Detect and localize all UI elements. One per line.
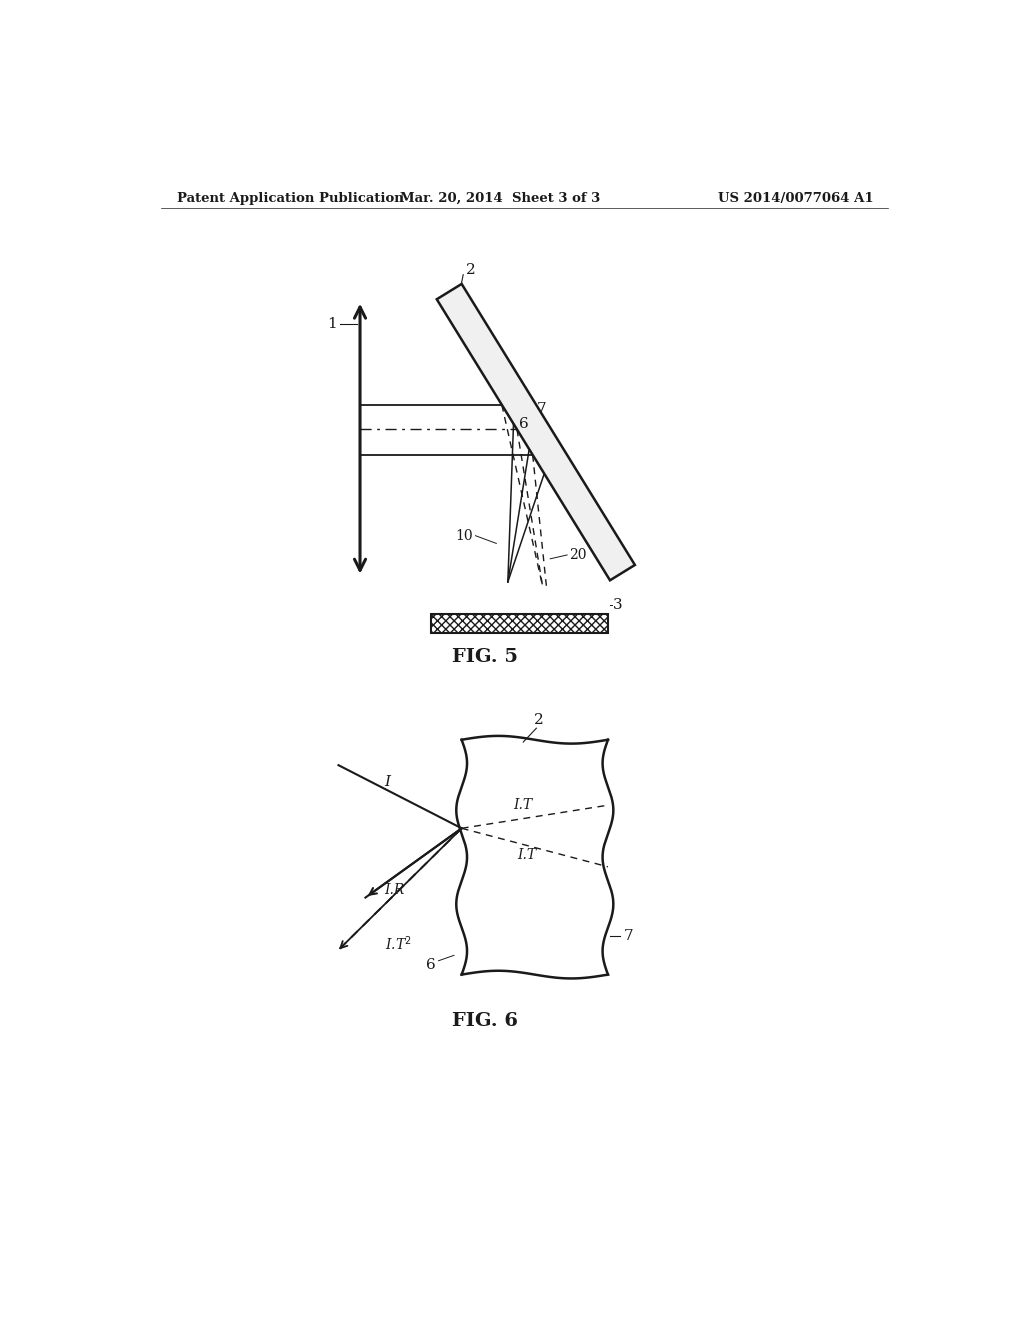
Text: US 2014/0077064 A1: US 2014/0077064 A1 [718,191,873,205]
Text: I.T$^2$: I.T$^2$ [385,935,412,953]
Text: I: I [385,775,391,789]
Text: 7: 7 [624,929,633,942]
Text: 6: 6 [426,958,436,973]
Text: 2: 2 [534,714,544,727]
Polygon shape [437,284,635,581]
Text: I.R: I.R [385,883,406,896]
Bar [431,614,608,632]
Text: FIG. 6: FIG. 6 [452,1012,518,1030]
Text: Patent Application Publication: Patent Application Publication [177,191,403,205]
Text: 1: 1 [328,317,337,331]
Text: FIG. 5: FIG. 5 [452,648,518,665]
Text: 2: 2 [466,263,475,277]
Text: I.T: I.T [517,849,537,862]
Text: 10: 10 [456,529,473,543]
Text: I.T: I.T [514,799,532,812]
Text: 7: 7 [538,403,547,416]
Text: 6: 6 [519,417,529,432]
Text: Mar. 20, 2014  Sheet 3 of 3: Mar. 20, 2014 Sheet 3 of 3 [400,191,600,205]
Text: 3: 3 [613,598,623,612]
Text: 20: 20 [569,548,587,562]
